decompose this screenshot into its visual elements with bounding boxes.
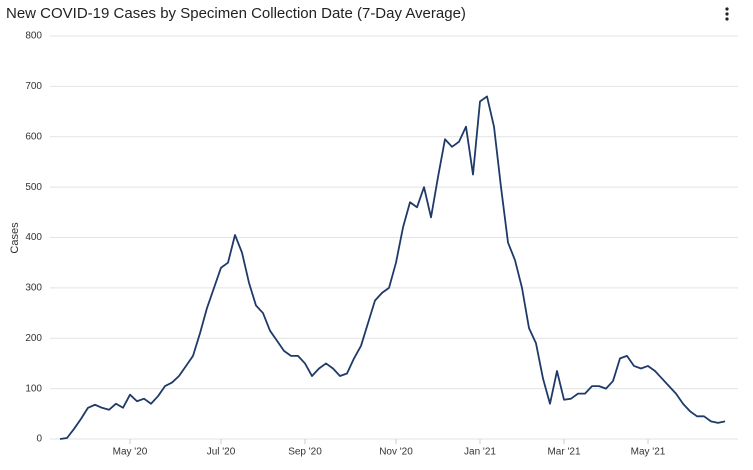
y-tick-label: 800 [25,31,42,42]
y-tick-label: 500 [25,182,42,193]
x-tick-label: May '20 [113,447,148,458]
line-series [59,95,726,440]
x-tick-label: Nov '20 [379,447,413,458]
y-tick-label: 300 [25,283,42,294]
y-tick-label: 200 [25,333,42,344]
x-tick-label: Mar '21 [547,447,580,458]
x-tick-label: Jan '21 [464,447,496,458]
menu-icon[interactable] [725,7,729,21]
chart-title: New COVID-19 Cases by Specimen Collectio… [6,5,466,22]
y-axis-label: Cases [9,222,21,254]
x-tick-label: May '21 [631,447,666,458]
x-tick-label: Sep '20 [288,447,322,458]
y-tick-label: 0 [36,434,42,445]
y-tick-label: 100 [25,383,42,394]
y-tick-label: 400 [25,232,42,243]
x-tick-label: Jul '20 [207,447,236,458]
y-tick-label: 600 [25,131,42,142]
y-tick-label: 700 [25,81,42,92]
